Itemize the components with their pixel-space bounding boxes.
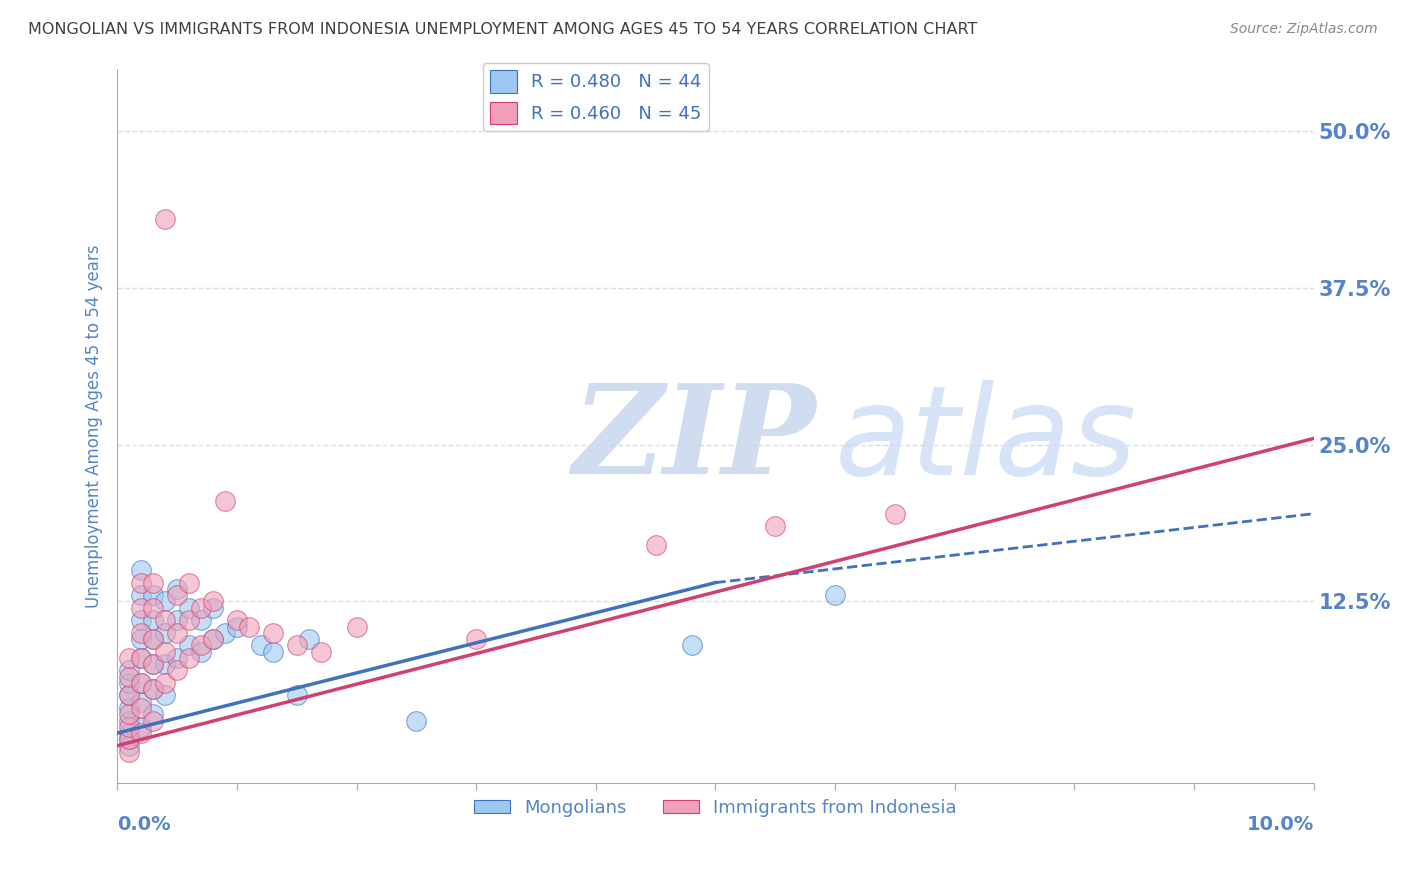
- Point: [153, 676, 176, 690]
- Point: [824, 588, 846, 602]
- Point: [142, 575, 165, 590]
- Point: [190, 638, 212, 652]
- Point: [142, 600, 165, 615]
- Legend: Mongolians, Immigrants from Indonesia: Mongolians, Immigrants from Indonesia: [467, 792, 965, 824]
- Point: [129, 600, 152, 615]
- Point: [190, 645, 212, 659]
- Point: [153, 212, 176, 227]
- Point: [190, 600, 212, 615]
- Point: [129, 676, 152, 690]
- Point: [142, 682, 165, 697]
- Point: [190, 613, 212, 627]
- Point: [153, 613, 176, 627]
- Point: [142, 588, 165, 602]
- Text: 0.0%: 0.0%: [117, 814, 170, 834]
- Point: [177, 600, 200, 615]
- Point: [166, 613, 188, 627]
- Point: [129, 588, 152, 602]
- Point: [214, 494, 236, 508]
- Point: [129, 701, 152, 715]
- Point: [465, 632, 488, 646]
- Point: [118, 714, 141, 728]
- Point: [118, 689, 141, 703]
- Point: [644, 538, 666, 552]
- Point: [177, 638, 200, 652]
- Point: [249, 638, 271, 652]
- Point: [118, 732, 141, 747]
- Point: [285, 689, 308, 703]
- Text: ZIP: ZIP: [572, 379, 815, 501]
- Point: [118, 664, 141, 678]
- Point: [166, 588, 188, 602]
- Point: [142, 714, 165, 728]
- Point: [129, 726, 152, 740]
- Point: [153, 625, 176, 640]
- Point: [142, 613, 165, 627]
- Point: [129, 563, 152, 577]
- Point: [153, 689, 176, 703]
- Point: [142, 632, 165, 646]
- Point: [309, 645, 332, 659]
- Point: [177, 613, 200, 627]
- Point: [118, 676, 141, 690]
- Point: [201, 594, 224, 608]
- Point: [298, 632, 321, 646]
- Point: [225, 619, 247, 633]
- Point: [201, 600, 224, 615]
- Point: [118, 651, 141, 665]
- Point: [142, 657, 165, 672]
- Point: [177, 575, 200, 590]
- Text: Source: ZipAtlas.com: Source: ZipAtlas.com: [1230, 22, 1378, 37]
- Point: [763, 519, 786, 533]
- Point: [201, 632, 224, 646]
- Point: [129, 632, 152, 646]
- Point: [118, 739, 141, 753]
- Point: [118, 701, 141, 715]
- Point: [118, 707, 141, 722]
- Point: [214, 625, 236, 640]
- Point: [177, 651, 200, 665]
- Point: [129, 676, 152, 690]
- Point: [153, 594, 176, 608]
- Point: [129, 695, 152, 709]
- Point: [118, 732, 141, 747]
- Point: [129, 625, 152, 640]
- Text: 10.0%: 10.0%: [1247, 814, 1313, 834]
- Text: MONGOLIAN VS IMMIGRANTS FROM INDONESIA UNEMPLOYMENT AMONG AGES 45 TO 54 YEARS CO: MONGOLIAN VS IMMIGRANTS FROM INDONESIA U…: [28, 22, 977, 37]
- Point: [142, 707, 165, 722]
- Point: [129, 575, 152, 590]
- Point: [166, 625, 188, 640]
- Point: [405, 714, 427, 728]
- Point: [262, 625, 284, 640]
- Point: [238, 619, 260, 633]
- Point: [142, 657, 165, 672]
- Point: [201, 632, 224, 646]
- Point: [129, 651, 152, 665]
- Point: [118, 689, 141, 703]
- Point: [118, 745, 141, 759]
- Point: [225, 613, 247, 627]
- Point: [346, 619, 368, 633]
- Point: [142, 632, 165, 646]
- Point: [129, 651, 152, 665]
- Point: [166, 582, 188, 596]
- Point: [118, 720, 141, 734]
- Point: [142, 682, 165, 697]
- Point: [129, 720, 152, 734]
- Point: [884, 507, 907, 521]
- Point: [681, 638, 703, 652]
- Point: [129, 613, 152, 627]
- Y-axis label: Unemployment Among Ages 45 to 54 years: Unemployment Among Ages 45 to 54 years: [86, 244, 103, 607]
- Point: [153, 645, 176, 659]
- Point: [285, 638, 308, 652]
- Point: [118, 726, 141, 740]
- Point: [166, 651, 188, 665]
- Point: [262, 645, 284, 659]
- Point: [166, 664, 188, 678]
- Point: [153, 657, 176, 672]
- Text: atlas: atlas: [835, 380, 1137, 500]
- Point: [118, 670, 141, 684]
